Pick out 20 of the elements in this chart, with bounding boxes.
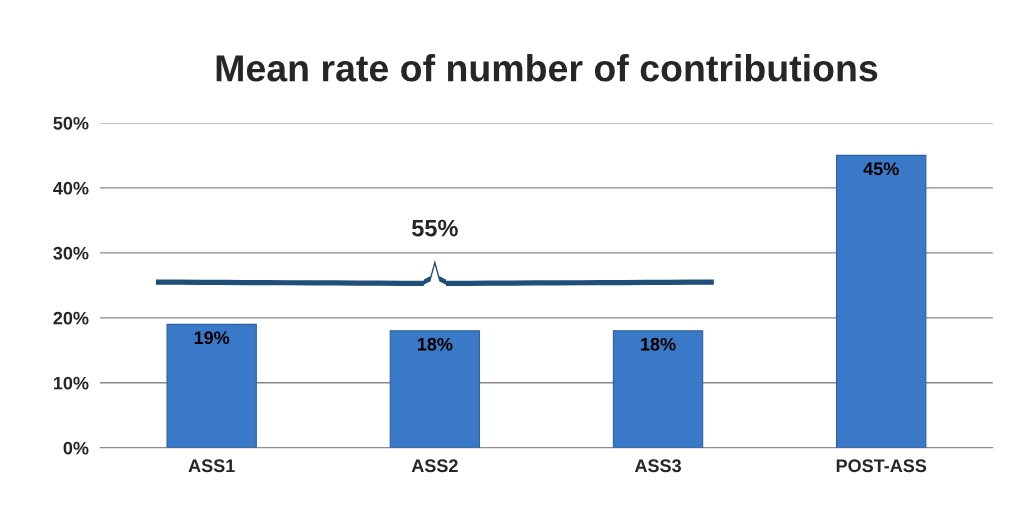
- y-tick-label: 40%: [53, 181, 89, 195]
- data-label: 18%: [417, 337, 453, 351]
- bar: [836, 154, 927, 448]
- x-tick-label: ASS2: [411, 459, 458, 473]
- y-tick-label: 20%: [53, 311, 89, 325]
- bar: [166, 323, 257, 448]
- bar: [389, 330, 481, 448]
- bar: [612, 330, 704, 448]
- y-tick-label: 10%: [53, 376, 89, 390]
- y-tick-label: 30%: [53, 246, 89, 260]
- x-tick-label: ASS1: [188, 459, 235, 473]
- y-tick-label: 0%: [63, 441, 89, 455]
- data-label: 45%: [863, 162, 899, 176]
- x-tick-label: POST-ASS: [836, 459, 927, 473]
- data-label: 18%: [641, 337, 676, 351]
- x-tick-label: ASS3: [634, 459, 681, 473]
- y-tick-label: 50%: [53, 116, 89, 130]
- data-label: 19%: [194, 331, 230, 345]
- annotation: 55%: [411, 219, 458, 237]
- chart-title: Mean rate of number of contributions: [216, 54, 878, 82]
